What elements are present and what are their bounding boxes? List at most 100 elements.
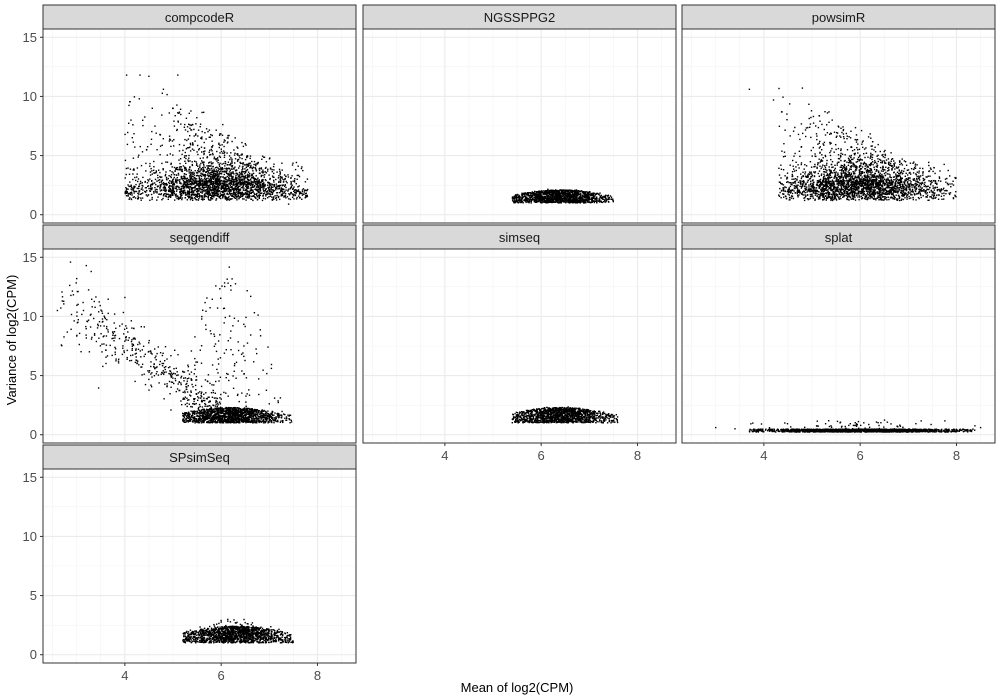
data-point [211, 194, 214, 196]
data-point [843, 165, 845, 168]
data-point [219, 156, 222, 158]
data-point [296, 196, 298, 199]
data-point [235, 172, 237, 175]
data-point [279, 175, 282, 178]
data-point [165, 195, 168, 198]
data-point [266, 193, 268, 196]
data-point [227, 141, 229, 143]
data-point [576, 198, 578, 200]
data-point [569, 199, 571, 202]
data-point [212, 190, 214, 192]
data-point [249, 162, 251, 164]
data-point [225, 171, 228, 173]
data-point [179, 108, 182, 110]
data-point [166, 93, 168, 96]
data-point [249, 191, 251, 194]
data-point [542, 197, 544, 199]
data-point [800, 163, 802, 166]
data-point [268, 196, 270, 198]
data-point [232, 171, 234, 173]
data-point [906, 196, 908, 199]
data-point [190, 177, 192, 179]
data-point [879, 158, 881, 161]
data-point [306, 178, 309, 180]
data-point [180, 170, 183, 172]
data-point [168, 181, 170, 184]
data-point [182, 185, 184, 187]
data-point [194, 187, 196, 189]
data-point [280, 193, 283, 195]
data-point [232, 188, 234, 190]
data-point [581, 190, 583, 193]
data-point [540, 192, 542, 194]
data-point [211, 169, 214, 171]
data-point [584, 192, 586, 194]
data-point [209, 193, 211, 195]
data-point [583, 201, 585, 204]
data-point [267, 168, 269, 170]
data-point [844, 187, 846, 190]
data-point [202, 170, 204, 173]
data-point [275, 189, 277, 191]
data-point [247, 173, 249, 176]
data-point [207, 180, 209, 182]
data-point [567, 200, 570, 203]
data-point [240, 194, 242, 197]
data-point [255, 180, 257, 183]
data-point [172, 193, 174, 195]
data-point [208, 171, 210, 174]
data-point [248, 197, 250, 199]
data-point [247, 183, 249, 185]
data-point [831, 198, 833, 200]
data-point [189, 199, 192, 201]
data-point [140, 188, 142, 190]
data-point [549, 192, 551, 194]
data-point [572, 198, 574, 200]
data-point [511, 197, 514, 199]
data-point [235, 194, 237, 196]
data-point [151, 196, 153, 199]
data-point [178, 159, 180, 161]
data-point [544, 195, 547, 198]
data-point [234, 179, 237, 181]
data-point [581, 199, 584, 201]
data-point [278, 187, 281, 189]
data-point [166, 161, 169, 163]
data-point [251, 160, 253, 163]
data-point [169, 187, 172, 190]
data-point [555, 198, 558, 200]
data-point [242, 163, 244, 165]
data-point [258, 191, 261, 193]
data-point [547, 188, 549, 190]
data-point [583, 196, 585, 198]
data-point [605, 200, 608, 202]
data-point [865, 195, 867, 198]
data-point [215, 198, 218, 200]
data-point [527, 192, 529, 194]
data-point [219, 167, 222, 169]
data-point [564, 193, 566, 195]
data-point [259, 190, 262, 192]
data-point [580, 195, 582, 198]
data-point [593, 200, 595, 202]
data-point [294, 194, 297, 196]
data-point [192, 143, 194, 145]
data-point [264, 185, 266, 187]
data-point [275, 187, 278, 189]
data-point [271, 196, 273, 198]
data-point [213, 168, 215, 170]
data-point [217, 179, 220, 181]
data-point [263, 171, 265, 173]
data-point [266, 197, 269, 199]
data-point [520, 197, 522, 199]
data-point [299, 191, 301, 193]
data-point [574, 197, 576, 199]
data-point [579, 193, 581, 195]
data-point [215, 191, 218, 193]
data-point [547, 194, 550, 197]
data-point [305, 195, 307, 197]
data-point [202, 166, 204, 169]
data-point [246, 195, 248, 198]
data-point [933, 195, 935, 198]
data-point [537, 191, 539, 193]
